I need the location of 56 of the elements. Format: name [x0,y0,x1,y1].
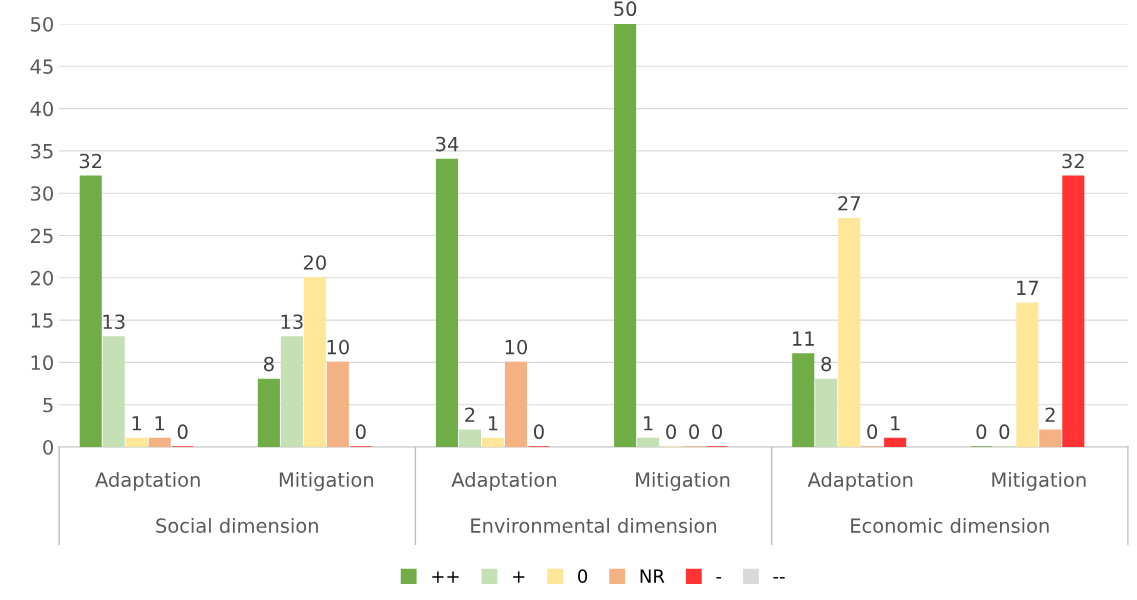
text: Social dimension [156,517,318,534]
x-tick-label: Adaptation [451,472,556,491]
y-tick-label: 0 [43,439,53,455]
x-tick-label: Adaptation [807,472,913,491]
y-tick-label: 35 [31,143,53,159]
data-label: 13 [103,314,125,330]
x-tick-label: Adaptation [95,472,200,491]
y-tick-label: 15 [31,313,53,328]
data-label: 11 [793,331,814,346]
data-label: 1 [891,416,900,431]
y-tick-label: 45 [30,59,53,74]
data-label: 32 [79,153,102,169]
legend-label: 0 [578,569,588,583]
data-label: 0 [355,424,366,440]
data-label: 2 [1045,407,1055,422]
data-label: 1 [132,416,142,431]
data-label: 50 [614,1,637,17]
data-label: 8 [821,356,832,372]
data-label: 2 [465,407,475,422]
y-tick-label: 10 [31,355,53,371]
data-label: 32 [1062,153,1084,169]
legend-label: + [513,571,525,583]
data-label: 0 [689,424,699,440]
x-tick-label: Mitigation [636,472,730,491]
legend-label: ++ [432,571,459,583]
y-tick-label: 20 [30,270,53,286]
x-tick-label: Mitigation [992,472,1086,491]
data-label: 0 [534,424,544,440]
legend-label: NR [640,569,665,583]
data-label: 0 [712,424,722,440]
data-label: 10 [327,339,349,355]
data-label: 8 [263,356,274,372]
x-tick-label: Mitigation [279,472,374,491]
text: Environmental dimension [471,517,717,534]
y-tick-label: 5 [43,397,53,413]
data-label: 27 [838,195,860,211]
data-label: 1 [644,416,653,431]
data-label: 10 [505,339,528,355]
data-label: 0 [867,424,878,440]
data-label: 20 [303,255,326,270]
y-tick-label: 40 [30,101,53,117]
data-label: 0 [999,424,1010,440]
data-label: 0 [177,424,188,440]
data-label: 34 [436,136,459,152]
data-label: 17 [1017,280,1039,295]
y-tick-label: 50 [31,16,53,32]
data-label: 0 [666,424,676,440]
data-label: 1 [155,416,165,431]
legend-label: - [716,577,722,579]
y-tick-label: 25 [30,228,53,244]
text: Economic dimension [851,517,1049,534]
y-tick-label: 30 [31,186,53,201]
legend-label: -- [773,577,785,579]
data-label: 1 [488,416,498,431]
data-label: 0 [976,424,987,440]
data-label: 13 [281,314,303,330]
